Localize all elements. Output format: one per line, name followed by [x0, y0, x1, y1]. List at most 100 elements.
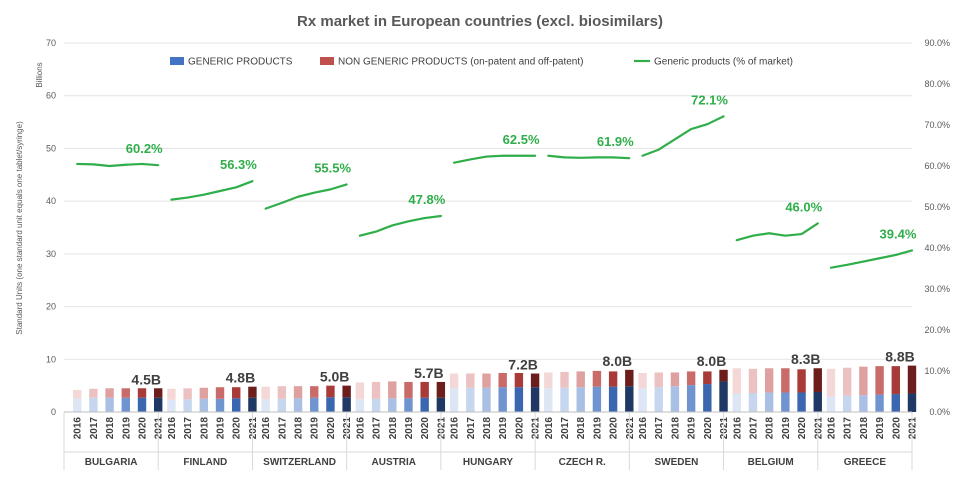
- non-generic-bar: [764, 368, 774, 393]
- generic-bar: [498, 387, 507, 412]
- generic-share-label: 46.0%: [785, 199, 822, 214]
- non-generic-bar: [121, 388, 130, 398]
- non-generic-bar: [703, 371, 712, 385]
- country-label: AUSTRIA: [372, 457, 416, 468]
- generic-bar: [105, 397, 114, 412]
- year-tick-label: 2017: [654, 417, 665, 440]
- year-tick-label: 2021: [907, 417, 918, 440]
- year-tick-label: 2021: [154, 417, 165, 440]
- non-generic-bar: [137, 388, 147, 398]
- left-tick-label: 20: [46, 302, 56, 312]
- non-generic-bar: [154, 388, 163, 398]
- year-tick-label: 2017: [843, 417, 854, 440]
- y-axis-unit-label: Billions: [35, 62, 44, 87]
- non-generic-bar: [686, 371, 696, 386]
- left-tick-label: 30: [46, 249, 56, 259]
- country-label: GREECE: [844, 457, 887, 468]
- legend-label: GENERIC PRODUCTS: [188, 57, 293, 68]
- non-generic-bar: [842, 367, 852, 396]
- legend: GENERIC PRODUCTS NON GENERIC PRODUCTS (on…: [170, 57, 793, 68]
- non-generic-bar: [530, 373, 540, 388]
- data-labels: 4.5B 60.2% 4.8B 56.3% 5.0B 55.5% 5.7B 47.8% 7.2B…: [126, 92, 917, 387]
- non-generic-bar: [449, 373, 459, 389]
- year-tick-label: 2020: [703, 417, 714, 440]
- year-tick-label: 2016: [544, 417, 555, 440]
- generic-share-line: [170, 180, 254, 201]
- non-generic-bar: [907, 365, 917, 394]
- non-generic-bar: [326, 385, 335, 398]
- country-label: FINLAND: [183, 457, 227, 468]
- generic-bar: [654, 387, 663, 412]
- non-generic-bar: [310, 386, 319, 398]
- generic-bar: [514, 387, 524, 412]
- year-tick-label: 2019: [687, 417, 698, 440]
- year-tick-label: 2020: [797, 417, 808, 440]
- generic-bar: [248, 397, 257, 412]
- generic-bar: [73, 398, 82, 412]
- non-generic-bar: [293, 386, 303, 399]
- generic-bar: [781, 392, 790, 412]
- chart-title: Rx market in European countries (excl. b…: [297, 13, 663, 30]
- non-generic-bar: [371, 381, 381, 399]
- year-tick-label: 2021: [342, 417, 353, 440]
- generic-bar: [466, 387, 475, 412]
- non-generic-bar: [261, 386, 270, 400]
- year-tick-label: 2019: [781, 417, 792, 440]
- generic-bar: [277, 398, 287, 412]
- country-label: HUNGARY: [463, 457, 514, 468]
- non-generic-bar: [797, 369, 806, 393]
- total-label: 5.7B: [414, 365, 444, 381]
- non-generic-bar: [355, 382, 365, 400]
- generic-bar: [371, 398, 381, 412]
- year-tick-label: 2017: [372, 417, 383, 440]
- generic-bar: [748, 393, 758, 412]
- non-generic-bar: [342, 385, 351, 398]
- right-tick-label: 20.0%: [924, 325, 950, 335]
- generic-share-label: 60.2%: [126, 141, 163, 156]
- generic-bar: [859, 395, 868, 412]
- country-label: SWEDEN: [654, 457, 698, 468]
- generic-bar: [261, 399, 270, 412]
- year-tick-label: 2017: [466, 417, 477, 440]
- year-tick-label: 2016: [732, 417, 743, 440]
- generic-share-label: 72.1%: [691, 92, 728, 107]
- year-tick-label: 2021: [813, 417, 824, 440]
- left-tick-label: 50: [46, 143, 56, 153]
- generic-bar: [719, 381, 728, 412]
- legend-swatch: [170, 57, 184, 65]
- generic-bar: [154, 397, 163, 412]
- generic-share-label: 61.9%: [597, 134, 634, 149]
- left-tick-label: 60: [46, 91, 56, 101]
- non-generic-bar: [73, 389, 82, 399]
- year-tick-label: 2019: [875, 417, 886, 440]
- non-generic-bar: [277, 386, 287, 399]
- legend-label: NON GENERIC PRODUCTS (on-patent and off-…: [338, 57, 583, 68]
- left-tick-label: 40: [46, 196, 56, 206]
- non-generic-bar: [544, 372, 553, 389]
- total-label: 7.2B: [508, 357, 538, 373]
- year-tick-label: 2018: [388, 417, 399, 440]
- non-generic-bar: [719, 369, 728, 382]
- generic-bar: [907, 393, 917, 412]
- year-tick-label: 2016: [167, 417, 178, 440]
- total-label: 8.3B: [791, 351, 821, 367]
- year-tick-label: 2017: [183, 417, 194, 440]
- non-generic-bar: [215, 387, 225, 399]
- country-label: BULGARIA: [85, 457, 138, 468]
- generic-bar: [121, 397, 130, 412]
- year-tick-label: 2019: [404, 417, 415, 440]
- generic-share-line: [358, 214, 442, 237]
- year-tick-label: 2018: [670, 417, 681, 440]
- generic-bar: [449, 388, 459, 412]
- non-generic-bar: [514, 372, 524, 388]
- non-generic-bar: [576, 371, 585, 388]
- year-tick-label: 2017: [560, 417, 571, 440]
- right-tick-label: 90.0%: [924, 38, 950, 48]
- year-tick-label: 2021: [625, 417, 636, 440]
- right-y-axis: 0.0% 10.0% 20.0% 30.0% 40.0% 50.0% 60.0% 70.0% 8…: [924, 38, 950, 417]
- generic-bar: [89, 397, 98, 412]
- year-tick-label: 2017: [277, 417, 288, 440]
- generic-bar: [199, 398, 209, 412]
- country-label: CZECH R.: [559, 457, 606, 468]
